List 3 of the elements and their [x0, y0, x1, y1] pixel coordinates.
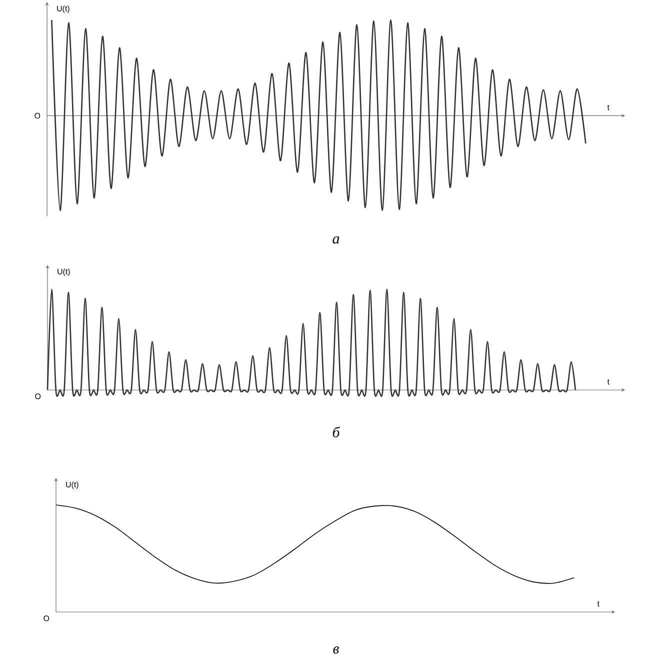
text: б: [332, 426, 340, 438]
text: а: [332, 236, 340, 244]
text: в: [333, 646, 339, 654]
